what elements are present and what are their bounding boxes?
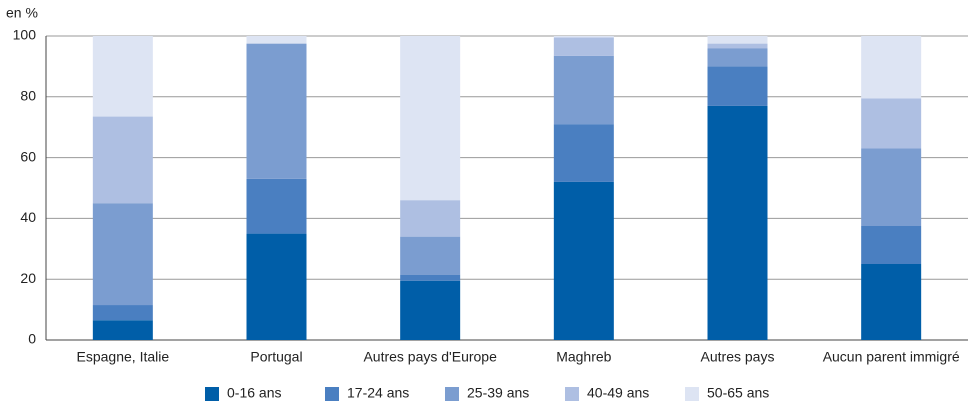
bar-segment (861, 36, 922, 99)
bar-segment (92, 36, 153, 117)
bar-segment (553, 55, 614, 125)
bar-segment (92, 203, 153, 306)
y-tick-label: 20 (20, 270, 36, 286)
bar-segment (246, 43, 307, 179)
x-tick-label: Portugal (250, 349, 302, 365)
y-tick-label: 0 (28, 331, 36, 347)
bar-segment (861, 264, 922, 340)
bar-segment (400, 280, 461, 340)
legend-label: 0-16 ans (227, 385, 281, 401)
legend-label: 25-39 ans (467, 385, 529, 401)
bar-segment (861, 226, 922, 264)
legend-swatch (205, 387, 219, 401)
bar-segment (707, 43, 768, 49)
bar-segment (707, 66, 768, 106)
bar-segment (400, 274, 461, 281)
x-tick-label: Espagne, Italie (77, 349, 170, 365)
x-tick-label: Autres pays d'Europe (363, 349, 497, 365)
bar-segment (92, 305, 153, 321)
bar-segment (553, 37, 614, 56)
bar-segment (707, 36, 768, 44)
bar-segment (553, 36, 614, 38)
y-tick-label: 80 (20, 88, 36, 104)
x-tick-label: Autres pays (701, 349, 775, 365)
bar-segment (400, 200, 461, 237)
bar-segment (400, 236, 461, 275)
x-tick-label: Maghreb (556, 349, 611, 365)
legend-label: 40-49 ans (587, 385, 649, 401)
legend-swatch (325, 387, 339, 401)
y-tick-label: 60 (20, 148, 36, 164)
bar-segment (246, 36, 307, 44)
legend-swatch (685, 387, 699, 401)
bar-segment (861, 98, 922, 149)
bar-segment (861, 148, 922, 226)
legend-label: 50-65 ans (707, 385, 769, 401)
y-tick-label: 40 (20, 209, 36, 225)
bar-segment (553, 124, 614, 182)
y-unit-label: en % (6, 5, 38, 21)
legend-swatch (565, 387, 579, 401)
bar-segment (400, 36, 461, 201)
bar-segment (92, 116, 153, 204)
bar-segment (246, 233, 307, 340)
bar-segment (92, 320, 153, 340)
legend-swatch (445, 387, 459, 401)
bar-segment (246, 178, 307, 234)
bar-segment (553, 181, 614, 340)
bar-segment (707, 48, 768, 67)
y-tick-label: 100 (13, 27, 37, 43)
legend-label: 17-24 ans (347, 385, 409, 401)
bar-segment (707, 105, 768, 340)
x-tick-label: Aucun parent immigré (823, 349, 960, 365)
